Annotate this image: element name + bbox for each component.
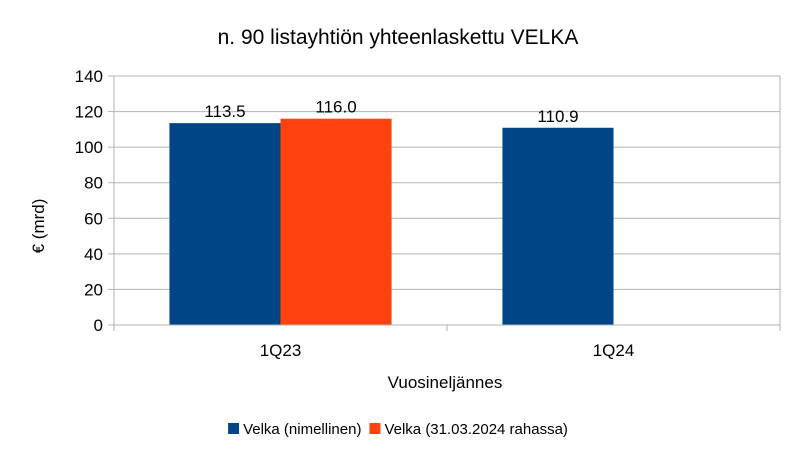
x-tick-labels: 1Q23 1Q24 (260, 341, 635, 360)
y-tick-label: 100 (75, 138, 103, 157)
legend-swatch (369, 423, 381, 434)
y-tick-label: 60 (84, 209, 103, 228)
y-tick-labels: 0 20 40 60 80 100 120 140 (75, 67, 103, 335)
y-tick-label: 140 (75, 67, 103, 86)
bars (169, 118, 614, 325)
bar (169, 123, 281, 325)
x-tick-label: 1Q24 (593, 341, 635, 360)
chart-title: n. 90 listayhtiön yhteenlaskettu VELKA (218, 26, 579, 49)
bar (502, 127, 614, 325)
legend-swatch (228, 423, 240, 434)
legend-label: Velka (31.03.2024 rahassa) (384, 421, 567, 438)
data-label: 116.0 (315, 98, 356, 117)
bar (280, 118, 392, 325)
y-tick-label: 120 (75, 103, 103, 122)
axes (108, 75, 781, 331)
x-tick-label: 1Q23 (260, 341, 302, 360)
data-label: 113.5 (204, 102, 245, 121)
y-tick-label: 20 (84, 280, 103, 299)
y-tick-label: 80 (84, 174, 103, 193)
data-label: 110.9 (537, 107, 578, 126)
y-tick-label: 0 (94, 316, 103, 335)
y-tick-label: 40 (84, 245, 103, 264)
legend-label: Velka (nimellinen) (243, 421, 361, 438)
x-axis-label: Vuosineljännes (388, 373, 503, 392)
legend: Velka (nimellinen) Velka (31.03.2024 raha… (228, 421, 568, 438)
data-labels: 113.5 116.0 110.9 (204, 98, 578, 126)
y-axis-label: € (mrd) (29, 199, 48, 254)
